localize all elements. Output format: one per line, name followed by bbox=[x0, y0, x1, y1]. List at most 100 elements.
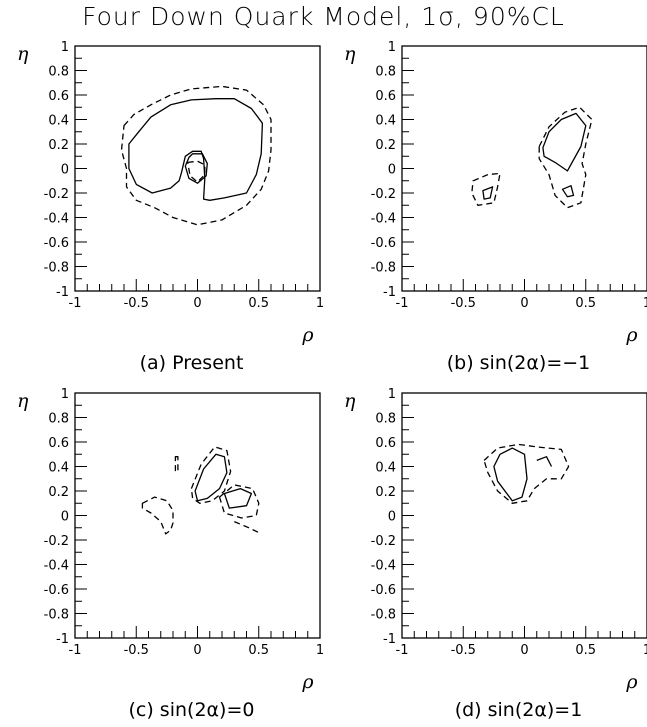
y-tick-label-c: 0.8 bbox=[48, 412, 69, 427]
figure-title: Four Down Quark Model, 1σ, 90%CL bbox=[82, 2, 565, 31]
y-tick-label-b: 0.2 bbox=[375, 138, 396, 153]
y-tick-label-b: -0.4 bbox=[371, 212, 396, 227]
contour-1sigma-d bbox=[493, 447, 528, 502]
y-tick-label-b: 0.8 bbox=[375, 65, 396, 80]
y-tick-label-a: 0.8 bbox=[48, 65, 69, 80]
contour-90cl-c bbox=[234, 521, 260, 534]
contour-90cl-c bbox=[190, 446, 232, 504]
contour-1sigma-b bbox=[482, 186, 494, 200]
x-tick-label-d: 1 bbox=[643, 643, 647, 658]
x-tick-label-b: 0.5 bbox=[575, 296, 596, 311]
y-tick-label-c: -1 bbox=[56, 632, 69, 647]
x-tick-label-d: -0.5 bbox=[451, 643, 476, 658]
y-tick-label-b: -0.6 bbox=[371, 236, 396, 251]
y-tick-label-c: -0.2 bbox=[44, 534, 69, 549]
y-tick-label-d: 1 bbox=[388, 387, 396, 402]
y-tick-label-d: -1 bbox=[383, 632, 396, 647]
y-tick-label-d: 0.6 bbox=[375, 436, 396, 451]
y-tick-label-c: 0.4 bbox=[48, 461, 69, 476]
y-tick-label-b: 0 bbox=[388, 163, 396, 178]
x-tick-label-c: 0.5 bbox=[248, 643, 269, 658]
y-tick-label-b: 0.6 bbox=[375, 89, 396, 104]
x-tick-label-c: -1 bbox=[69, 643, 82, 658]
contour-90cl-c bbox=[141, 496, 174, 535]
y-tick-label-d: 0.2 bbox=[375, 485, 396, 500]
panel-a: -1 -0.5 0 0.5 1 -1 -0.8 -0.6 -0.4 -0.2 0 0.2 0.4 0.6 0… bbox=[17, 40, 324, 374]
x-tick-label-d: 0 bbox=[520, 643, 528, 658]
y-tick-label-d: -0.6 bbox=[371, 583, 396, 598]
y-tick-label-d: -0.2 bbox=[371, 534, 396, 549]
panel-d: -1 -0.5 0 0.5 1 -1 -0.8 -0.6 -0.4 -0.2 0 0.2 0.4 0.6 0… bbox=[344, 387, 647, 721]
y-tick-label-a: 0.4 bbox=[48, 114, 69, 129]
y-tick-label-a: 1 bbox=[61, 40, 69, 55]
y-tick-label-c: 0.2 bbox=[48, 485, 69, 500]
panel-caption-a: (a) Present bbox=[140, 352, 244, 374]
y-axis-label-a: η bbox=[17, 43, 29, 65]
panel-caption-c: (c) sin(2α)=0 bbox=[129, 699, 255, 721]
y-tick-label-b: -0.2 bbox=[371, 187, 396, 202]
contour-90cl-b bbox=[471, 172, 501, 206]
y-tick-label-a: -0.8 bbox=[44, 261, 69, 276]
y-tick-label-a: -0.6 bbox=[44, 236, 69, 251]
y-axis-label-b: η bbox=[344, 43, 356, 65]
y-tick-label-c: -0.4 bbox=[44, 559, 69, 574]
contour-90cl-b bbox=[538, 106, 593, 209]
y-tick-label-c: -0.6 bbox=[44, 583, 69, 598]
x-tick-label-a: -0.5 bbox=[124, 296, 149, 311]
panel-b: -1 -0.5 0 0.5 1 -1 -0.8 -0.6 -0.4 -0.2 0 0.2 0.4 0.6 0… bbox=[344, 40, 647, 374]
x-tick-label-b: 1 bbox=[643, 296, 647, 311]
contour-1sigma-c bbox=[194, 453, 228, 502]
y-tick-label-a: 0.6 bbox=[48, 89, 69, 104]
y-tick-label-c: 1 bbox=[61, 387, 69, 402]
contour-1sigma-b bbox=[561, 185, 575, 198]
x-tick-label-a: 1 bbox=[316, 296, 324, 311]
x-tick-label-a: 0.5 bbox=[248, 296, 269, 311]
x-tick-label-d: -1 bbox=[396, 643, 409, 658]
y-tick-label-b: -1 bbox=[383, 285, 396, 300]
y-tick-label-a: -0.2 bbox=[44, 187, 69, 202]
y-tick-label-c: -0.8 bbox=[44, 608, 69, 623]
panel-caption-d: (d) sin(2α)=1 bbox=[455, 699, 583, 721]
contour-90cl-c bbox=[174, 456, 179, 473]
y-tick-label-b: 1 bbox=[388, 40, 396, 55]
x-axis-label-d: ρ bbox=[625, 671, 638, 693]
x-tick-label-c: -0.5 bbox=[124, 643, 149, 658]
panel-caption-b: (b) sin(2α)=−1 bbox=[447, 352, 591, 374]
y-tick-label-a: -0.4 bbox=[44, 212, 69, 227]
x-axis-label-c: ρ bbox=[301, 671, 314, 693]
y-tick-label-b: -0.8 bbox=[371, 261, 396, 276]
x-tick-label-c: 1 bbox=[316, 643, 324, 658]
x-tick-label-a: -1 bbox=[69, 296, 82, 311]
x-tick-label-c: 0 bbox=[193, 643, 201, 658]
contour-1sigma-b bbox=[542, 112, 587, 172]
x-tick-label-b: -0.5 bbox=[451, 296, 476, 311]
y-tick-label-a: 0.2 bbox=[48, 138, 69, 153]
plot-frame-c bbox=[74, 392, 321, 639]
contour-90cl-a bbox=[120, 85, 272, 226]
x-tick-label-a: 0 bbox=[193, 296, 201, 311]
y-axis-label-d: η bbox=[344, 390, 356, 412]
y-tick-label-a: -1 bbox=[56, 285, 69, 300]
y-tick-label-b: 0.4 bbox=[375, 114, 396, 129]
contour-1sigma-d bbox=[536, 456, 553, 467]
x-axis-label-b: ρ bbox=[625, 324, 638, 346]
y-tick-label-d: -0.4 bbox=[371, 559, 396, 574]
y-axis-label-c: η bbox=[17, 390, 29, 412]
plot-frame-d bbox=[401, 392, 647, 639]
x-axis-label-a: ρ bbox=[301, 324, 314, 346]
contour-90cl-d bbox=[483, 443, 570, 504]
x-tick-label-b: -1 bbox=[396, 296, 409, 311]
plot-frame-a bbox=[74, 45, 321, 292]
contour-1sigma-a bbox=[128, 98, 264, 201]
y-tick-label-c: 0.6 bbox=[48, 436, 69, 451]
y-tick-label-d: -0.8 bbox=[371, 608, 396, 623]
contour-90cl-c bbox=[218, 484, 260, 519]
y-tick-label-d: 0.4 bbox=[375, 461, 396, 476]
contour-1sigma-a bbox=[184, 153, 208, 184]
plot-frame-b bbox=[401, 45, 647, 292]
contour-1sigma-c bbox=[223, 487, 253, 509]
x-tick-label-d: 0.5 bbox=[575, 643, 596, 658]
y-tick-label-c: 0 bbox=[61, 510, 69, 525]
y-tick-label-d: 0.8 bbox=[375, 412, 396, 427]
y-tick-label-a: 0 bbox=[61, 163, 69, 178]
